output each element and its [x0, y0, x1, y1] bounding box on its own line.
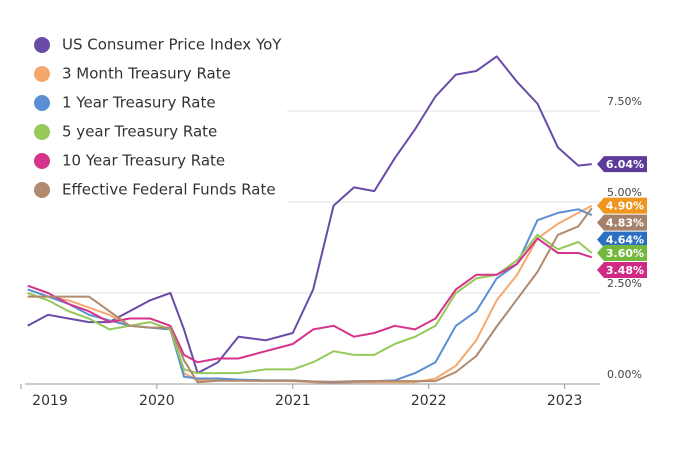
legend-label: US Consumer Price Index YoY	[62, 36, 282, 54]
end-label: 3.60%	[606, 247, 644, 260]
legend-marker	[34, 153, 50, 169]
end-label-box	[597, 197, 647, 214]
x-tick-label: 2019	[32, 393, 68, 409]
legend: US Consumer Price Index YoY 3 Month Treas…	[25, 22, 287, 212]
legend-label: 10 Year Treasury Rate	[62, 152, 225, 170]
legend-label: 3 Month Treasury Rate	[62, 65, 231, 83]
end-label-box	[597, 231, 647, 248]
legend-marker	[34, 95, 50, 111]
end-labels: 6.04% 4.90% 4.83% 4.64%3.60% 3.48%	[597, 156, 647, 278]
series-line	[27, 237, 593, 364]
y-tick-label: 5.00%	[607, 186, 642, 199]
x-tick-label: 2020	[139, 393, 175, 409]
end-label: 4.90%	[606, 200, 644, 213]
legend-label: 1 Year Treasury Rate	[62, 94, 216, 112]
lines	[27, 55, 593, 385]
x-tick-label: 2023	[547, 393, 583, 409]
legend-marker	[34, 37, 50, 53]
series-line	[27, 207, 593, 384]
end-label: 6.04%	[606, 158, 644, 171]
end-label-box	[597, 214, 647, 231]
end-label: 4.64%	[606, 234, 644, 247]
end-label-box	[597, 261, 647, 278]
x-tick-label: 2022	[411, 393, 447, 409]
y-tick-label: 7.50%	[607, 95, 642, 108]
end-label-box	[597, 156, 647, 173]
legend-marker	[34, 182, 50, 198]
legend-label: 5 year Treasury Rate	[62, 123, 217, 141]
legend-box	[25, 22, 287, 212]
end-label-box	[597, 244, 647, 261]
series-line	[27, 55, 592, 375]
legend-marker	[34, 66, 50, 82]
x-tick-label: 2021	[275, 393, 311, 409]
end-label: 4.83%	[606, 217, 644, 230]
y-tick-label: 2.50%	[607, 277, 642, 290]
legend-label: Effective Federal Funds Rate	[62, 181, 276, 199]
legend-marker	[34, 124, 50, 140]
y-tick-label: 0.00%	[607, 368, 642, 381]
series-line	[27, 233, 593, 375]
end-label: 3.48%	[606, 264, 644, 277]
